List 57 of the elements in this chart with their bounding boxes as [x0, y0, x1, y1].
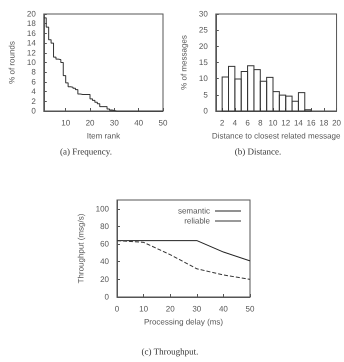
y-tick-label: 10	[26, 58, 36, 67]
x-tick-label: 8	[258, 118, 264, 128]
y-tick-label: 12	[26, 48, 36, 58]
x-tick-label: 4	[232, 118, 238, 128]
x-tick-label: 20	[166, 304, 176, 314]
x-axis-title: Distance to closest related message	[212, 131, 341, 140]
y-tick-label: 18	[26, 19, 36, 28]
y-tick-label: 40	[100, 257, 110, 266]
y-tick-label: 2	[31, 96, 36, 106]
x-tick-label: 20	[86, 118, 96, 128]
x-tick-label: 40	[218, 304, 228, 314]
y-tick-label: 15	[198, 58, 208, 67]
x-tick-label: 14	[294, 118, 304, 128]
x-tick-label: 12	[281, 118, 291, 128]
y-axis-title: Throughput (msg/s)	[76, 213, 86, 284]
x-tick-label: 10	[61, 118, 71, 128]
y-tick-label: 5	[203, 90, 208, 100]
text: (c) Throughput.	[142, 346, 198, 356]
y-tick-label: 0	[104, 292, 110, 302]
y-tick-label: 0	[203, 106, 208, 116]
legend-label: reliable	[184, 216, 211, 226]
x-axis-title: Item rank	[86, 131, 122, 140]
y-tick-label: 100	[96, 204, 110, 214]
x-tick-label: 18	[319, 118, 329, 128]
x-tick-label: 6	[245, 118, 250, 128]
x-tick-label: 30	[110, 118, 120, 128]
y-tick-label: 6	[31, 77, 36, 86]
text: (a) Frequency.	[60, 146, 112, 156]
y-tick-label: 4	[31, 87, 36, 96]
y-tick-label: 20	[198, 42, 208, 51]
x-tick-label: 0	[114, 304, 120, 314]
legend-label: semantic	[178, 206, 210, 216]
x-axis-title: Processing delay (ms)	[144, 317, 224, 326]
y-axis-title: % of rounds	[8, 41, 16, 84]
y-tick-label: 10	[198, 74, 208, 84]
x-tick-label: 16	[306, 118, 316, 128]
x-tick-label: 50	[246, 304, 255, 314]
y-tick-label: 14	[26, 38, 36, 48]
line-series	[116, 240, 250, 280]
x-tick-label: 10	[268, 118, 278, 128]
y-tick-label: 20	[26, 10, 36, 18]
y-tick-label: 80	[100, 222, 110, 231]
x-tick-label: 50	[158, 118, 168, 128]
x-tick-label: 30	[192, 304, 202, 314]
text: (b) Distance.	[234, 146, 282, 156]
y-tick-label: 20	[100, 274, 110, 284]
y-tick-label: 16	[26, 28, 36, 38]
y-tick-label: 30	[198, 10, 208, 18]
y-tick-label: 8	[31, 68, 36, 77]
x-tick-label: 40	[134, 118, 144, 128]
x-tick-label: 10	[139, 304, 149, 314]
y-tick-label: 60	[100, 240, 110, 249]
x-tick-label: 20	[332, 118, 342, 128]
x-tick-label: 2	[220, 118, 225, 128]
y-tick-label: 25	[198, 26, 208, 35]
y-tick-label: 0	[31, 106, 36, 116]
y-axis-title: % of messages	[180, 35, 188, 90]
